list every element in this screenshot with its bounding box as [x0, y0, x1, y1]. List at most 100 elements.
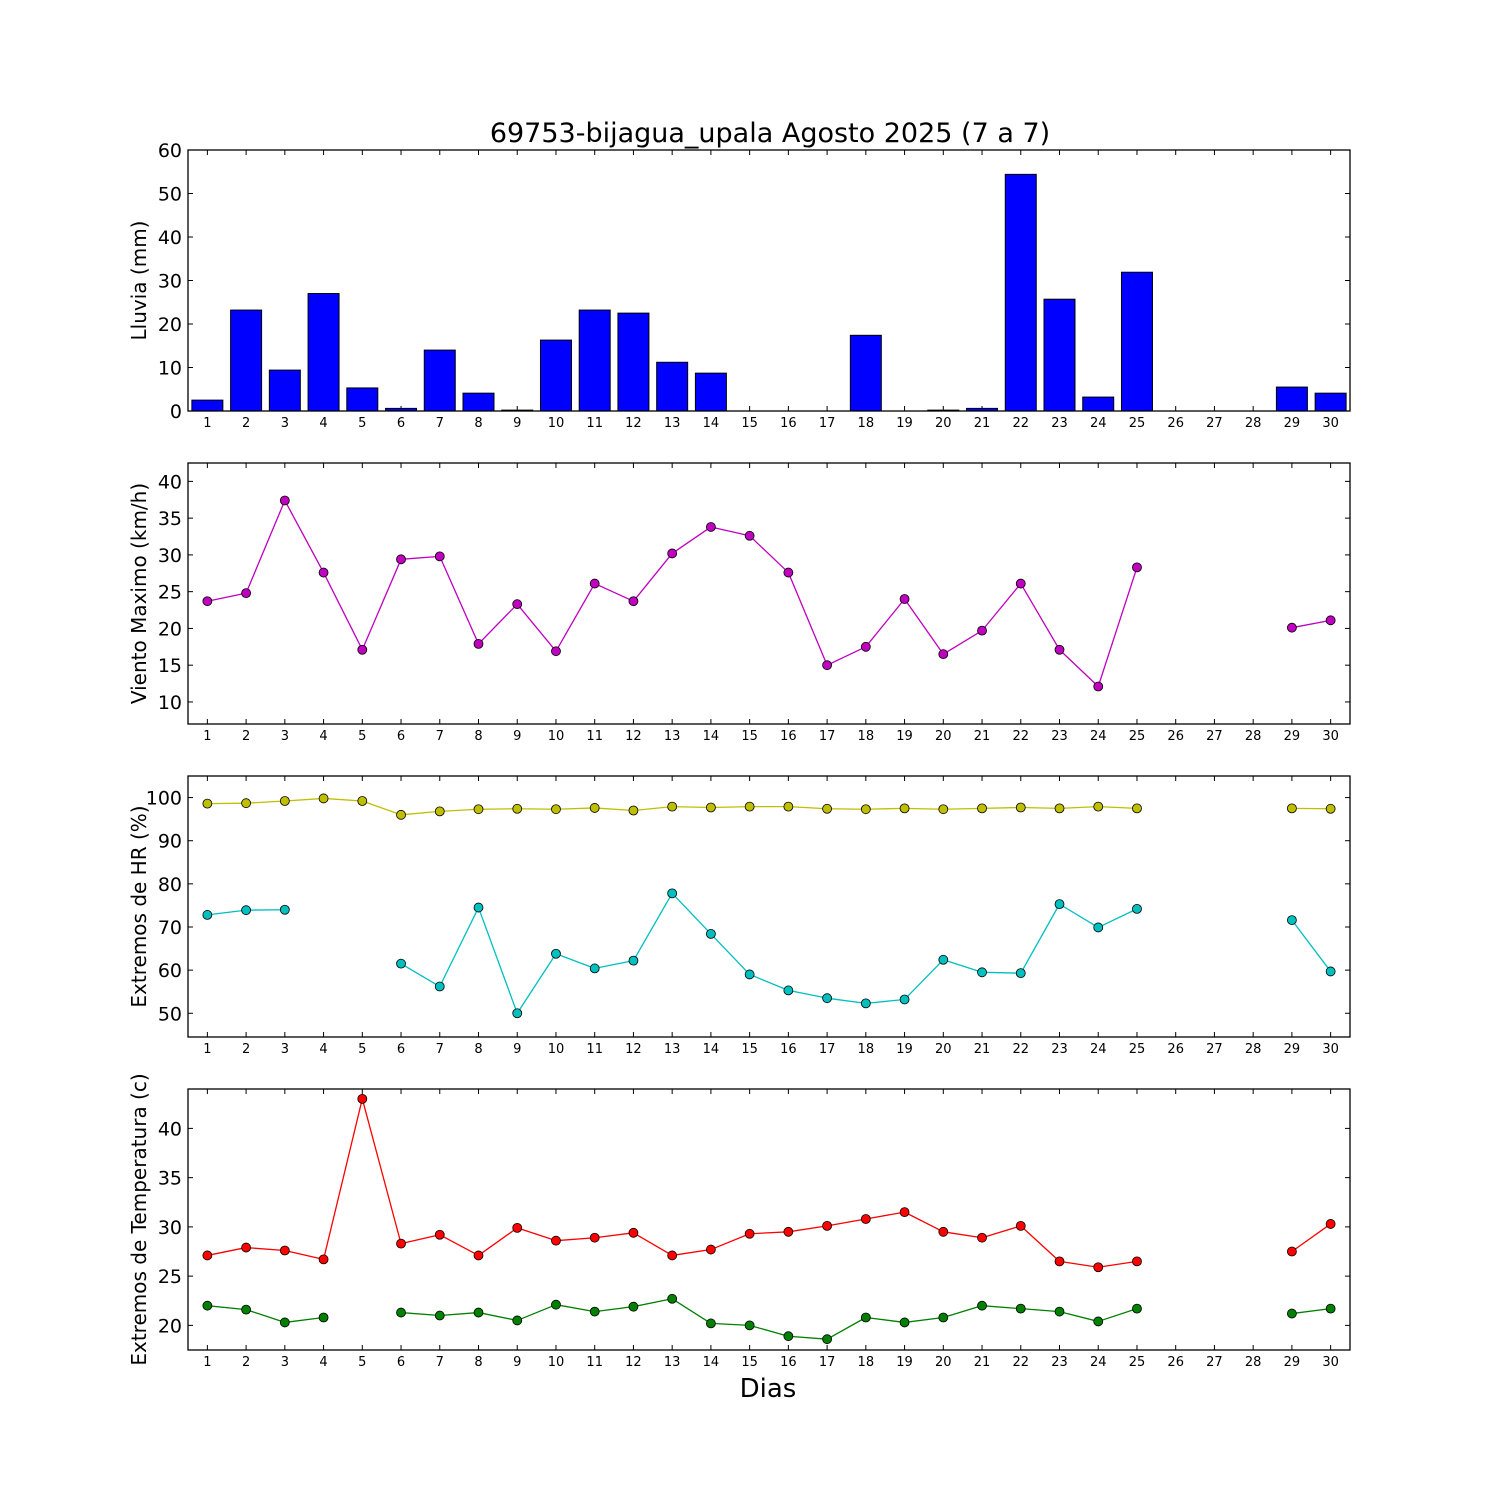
x-tick-label: 10: [548, 416, 565, 431]
bar-day-1: [191, 399, 224, 412]
line-segment: [1291, 919, 1332, 972]
y-tick-label: 20: [158, 1315, 182, 1337]
x-tick-label: 10: [548, 729, 565, 744]
x-tick-label: 4: [319, 729, 327, 744]
point-day-25: [1132, 1256, 1142, 1267]
point-day-11: [589, 1306, 600, 1317]
point-day-3: [279, 1317, 290, 1328]
point-day-20: [938, 1226, 949, 1237]
line-segment: [1098, 1260, 1138, 1268]
point-day-14: [706, 1244, 716, 1255]
point-day-16: [783, 567, 794, 578]
x-tick-label: 12: [625, 1355, 642, 1370]
line-segment: [671, 892, 712, 935]
x-tick-label: 24: [1090, 729, 1107, 744]
point-day-1: [202, 1300, 213, 1311]
point-day-15: [744, 530, 755, 541]
point-day-10: [551, 804, 561, 815]
x-tick-label: 17: [819, 416, 836, 431]
y-tick-label: 60: [158, 140, 182, 162]
line-segment: [594, 807, 634, 812]
point-day-2: [241, 1304, 252, 1315]
line-segment: [594, 582, 634, 602]
line-segment: [284, 797, 324, 802]
line-segment: [710, 805, 750, 809]
x-tick-label: 23: [1051, 729, 1068, 744]
point-day-24: [1093, 681, 1104, 692]
x-tick-label: 28: [1245, 416, 1262, 431]
chart-title: 69753-bijagua_upala Agosto 2025 (7 a 7): [490, 118, 1050, 149]
y-tick-label: 30: [158, 545, 182, 567]
y-axis-label: Viento Maximo (km/h): [127, 483, 151, 704]
x-tick-label: 5: [358, 1042, 366, 1057]
point-day-20: [938, 804, 949, 815]
point-day-4: [318, 1254, 329, 1265]
point-day-23: [1054, 644, 1065, 655]
x-tick-label: 7: [436, 1042, 444, 1057]
line-segment: [710, 1233, 750, 1251]
x-tick-label: 20: [935, 729, 952, 744]
point-day-22: [1015, 578, 1026, 589]
line-segment: [594, 1232, 634, 1239]
point-day-29: [1287, 1308, 1297, 1319]
line-segment: [362, 800, 402, 816]
x-tick-label: 27: [1206, 416, 1223, 431]
y-tick-label: 40: [158, 227, 182, 249]
line-segment: [1020, 806, 1060, 810]
x-tick-label: 23: [1051, 416, 1068, 431]
line-segment: [478, 1311, 518, 1322]
point-day-6: [396, 809, 406, 820]
bar-day-3: [268, 369, 301, 412]
x-tick-label: 29: [1284, 1042, 1301, 1057]
bar-day-11: [578, 309, 611, 412]
bar-day-10: [539, 339, 572, 412]
line-segment: [207, 1246, 247, 1257]
line-segment: [865, 598, 906, 648]
point-day-18: [860, 998, 871, 1009]
point-day-14: [706, 1318, 716, 1329]
x-tick-label: 21: [974, 1042, 991, 1057]
x-tick-label: 30: [1322, 729, 1339, 744]
point-day-3: [279, 796, 290, 806]
point-day-29: [1287, 803, 1297, 814]
line-segment: [982, 806, 1021, 810]
point-day-9: [512, 1008, 523, 1019]
x-tick-label: 2: [242, 1355, 250, 1370]
y-tick-label: 10: [158, 692, 182, 714]
line-segment: [555, 583, 596, 652]
point-day-7: [434, 981, 445, 992]
point-day-2: [241, 588, 252, 599]
line-segment: [1098, 1308, 1138, 1323]
x-tick-label: 30: [1322, 1355, 1339, 1370]
point-day-23: [1054, 899, 1065, 910]
point-day-18: [860, 1312, 871, 1323]
point-day-16: [783, 1226, 794, 1237]
point-day-8: [473, 902, 484, 913]
point-day-9: [512, 1315, 523, 1326]
x-axis-label: Dias: [740, 1374, 797, 1404]
x-tick-label: 17: [819, 1355, 836, 1370]
y-tick-label: 20: [158, 618, 182, 640]
line-segment: [904, 959, 944, 1000]
line-segment: [671, 526, 712, 554]
point-day-12: [628, 955, 639, 966]
x-tick-label: 6: [397, 416, 405, 431]
point-day-24: [1093, 922, 1104, 933]
line-segment: [943, 807, 983, 810]
point-day-8: [473, 638, 484, 649]
axes-frame: [187, 1088, 1351, 1351]
y-axis-label: Lluvia (mm): [127, 221, 151, 341]
x-tick-label: 15: [741, 1355, 758, 1370]
line-segment: [1059, 1310, 1099, 1323]
axes-frame: [187, 462, 1351, 725]
point-day-6: [396, 958, 406, 969]
line-segment: [1020, 903, 1061, 974]
point-day-10: [551, 1235, 561, 1246]
y-tick-label: 20: [158, 314, 182, 336]
line-segment: [865, 807, 905, 810]
point-day-15: [744, 1228, 755, 1239]
x-tick-label: 11: [586, 729, 603, 744]
x-tick-label: 2: [242, 729, 250, 744]
x-tick-label: 11: [586, 1355, 603, 1370]
point-day-13: [667, 1293, 678, 1304]
